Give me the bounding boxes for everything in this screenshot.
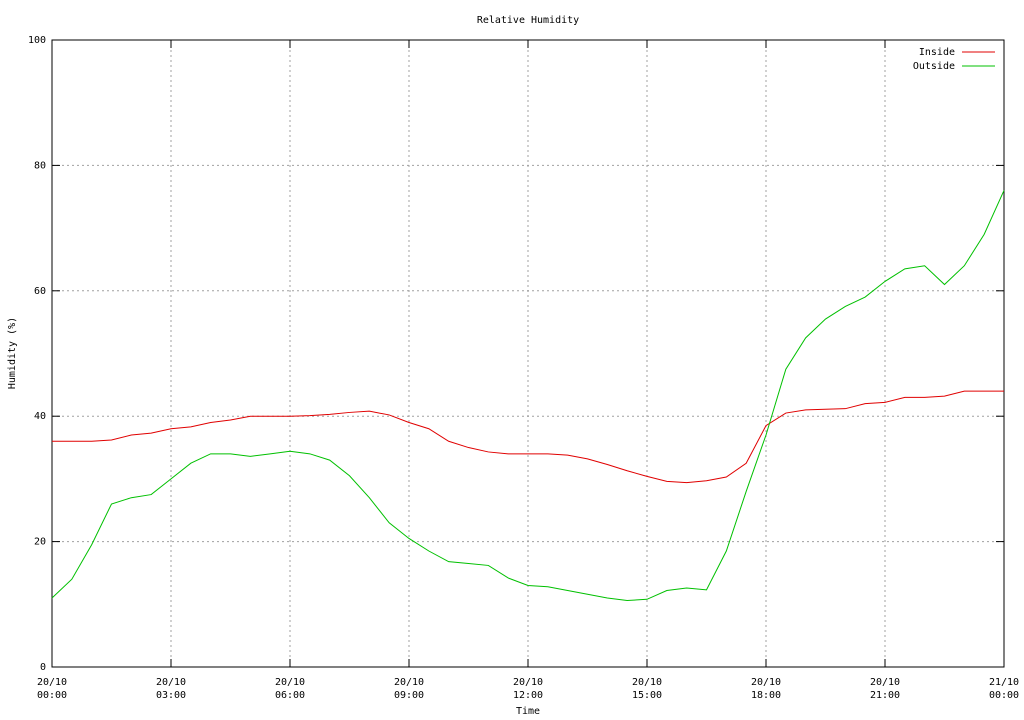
- x-tick-label: 20/10 18:00: [750, 677, 782, 701]
- y-tick-label: 20: [34, 537, 46, 548]
- line-series: [52, 390, 1004, 484]
- legend-label: Inside: [919, 47, 955, 58]
- chart-title: Relative Humidity: [477, 15, 579, 26]
- plot-frame: [51, 39, 1005, 668]
- y-tick-label: 60: [34, 286, 46, 297]
- line-series: [51, 190, 1005, 602]
- y-tick-label: 80: [34, 160, 46, 171]
- x-tick-label: 20/10 12:00: [512, 677, 544, 701]
- legend-label: Outside: [913, 61, 955, 72]
- x-tick-label: 20/10 21:00: [869, 677, 901, 701]
- y-axis-label: Humidity (%): [7, 317, 18, 389]
- x-tick-label: 20/10 15:00: [631, 677, 663, 701]
- x-tick-label: 20/10 09:00: [393, 677, 425, 701]
- x-tick-label: 20/10 03:00: [155, 677, 187, 701]
- x-tick-label: 20/10 00:00: [36, 677, 68, 701]
- x-tick-label: 20/10 06:00: [274, 677, 306, 701]
- x-axis-label: Time: [516, 706, 540, 717]
- y-tick-label: 100: [28, 35, 46, 46]
- x-tick-label: 21/10 00:00: [988, 677, 1020, 701]
- y-tick-label: 40: [34, 411, 46, 422]
- y-tick-label: 0: [40, 662, 46, 673]
